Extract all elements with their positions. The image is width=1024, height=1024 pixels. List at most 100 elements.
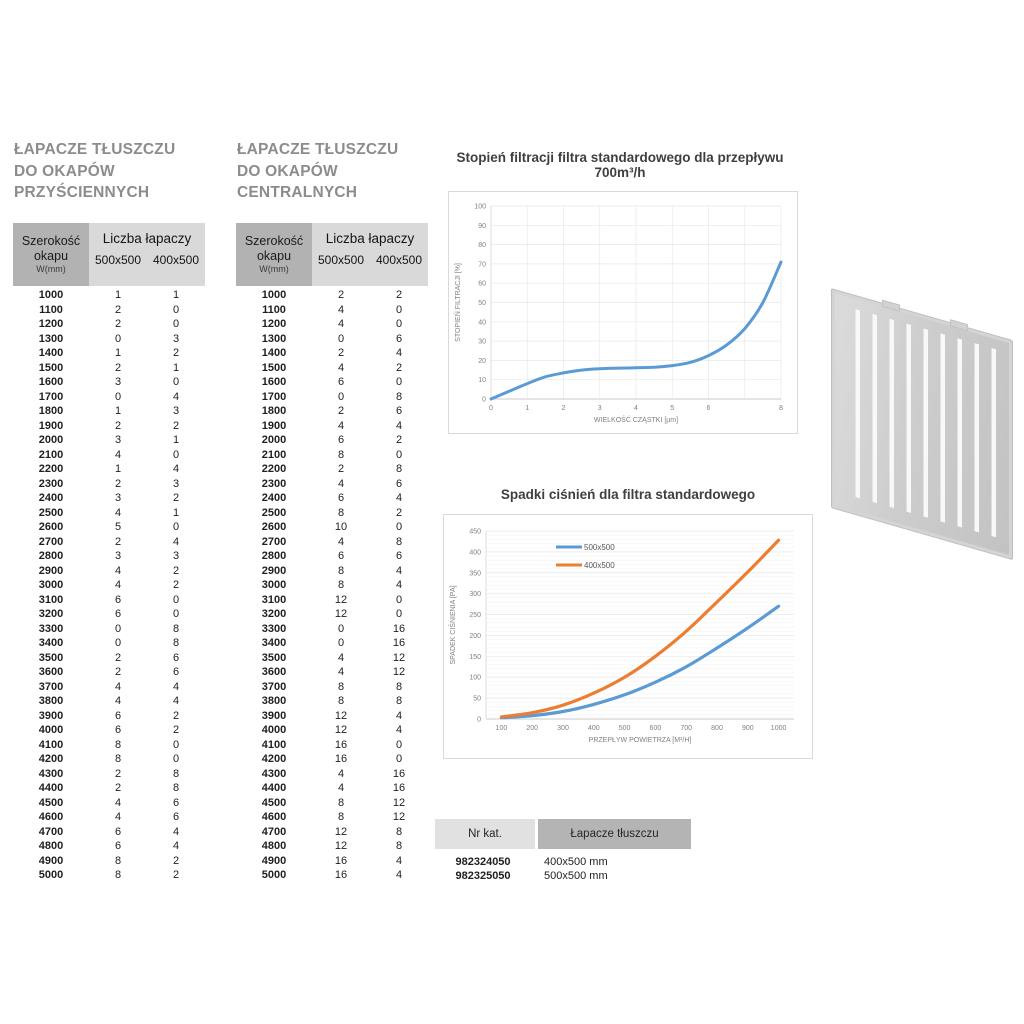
table-row: 1700 0 4: [13, 390, 205, 405]
filter-count-cell: 12: [334, 825, 348, 838]
pressure-drop-chart-title: Spadki ciśnień dla filtra standardowego: [500, 487, 756, 502]
filter-count-cell: 16: [334, 854, 348, 867]
filter-count-cell: 12: [392, 666, 406, 678]
filter-count-cell: 4: [337, 535, 345, 548]
table-row: 3200 12 0: [236, 607, 428, 622]
hood-width-cell: 3800: [261, 695, 287, 707]
svg-text:20: 20: [478, 358, 486, 365]
hood-width-cell: 3900: [261, 709, 287, 722]
catalog-number: 982325050: [455, 870, 511, 882]
hood-width-cell: 4100: [38, 738, 64, 751]
baffle-filter-panel: [831, 288, 1013, 561]
table-row: 5000 8 2: [13, 868, 205, 883]
filter-count-cell: 0: [395, 753, 403, 765]
table-row: 3300 0 16: [236, 622, 428, 637]
svg-text:60: 60: [478, 281, 486, 288]
filter-count-cell: 0: [172, 608, 180, 620]
table-row: 4300 4 16: [236, 767, 428, 782]
svg-text:800: 800: [711, 725, 723, 732]
hood-width-cell: 3000: [261, 579, 287, 591]
table-row: 982324050 400x500 mm: [435, 855, 691, 869]
filter-count-cell: 0: [395, 376, 403, 388]
svg-text:3: 3: [598, 405, 602, 412]
filter-count-cell: 2: [172, 854, 180, 867]
table-row: 2300 2 3: [13, 477, 205, 492]
filter-count-cell: 12: [334, 593, 348, 606]
hood-width-cell: 2900: [261, 564, 287, 577]
filter-count-cell: 16: [392, 637, 406, 649]
hood-width-cell: 4700: [261, 825, 287, 838]
hood-width-cell: 1000: [261, 289, 287, 301]
svg-text:500x500: 500x500: [584, 543, 615, 552]
table-row: 3100 6 0: [13, 593, 205, 608]
filter-count-cell: 3: [172, 477, 180, 490]
filter-count-cell: 6: [337, 376, 345, 388]
filter-count-cell: 8: [337, 796, 345, 809]
hood-width-cell: 1100: [39, 303, 63, 316]
hood-width-cell: 3300: [38, 622, 64, 635]
filter-count-cell: 5: [114, 521, 122, 533]
hood-width-cell: 3100: [261, 593, 287, 606]
filter-count-cell: 2: [395, 289, 403, 301]
section-title-central-hoods: ŁAPACZE TŁUSZCZU DO OKAPÓW CENTRALNYCH: [237, 139, 447, 204]
table-row: 3500 2 6: [13, 651, 205, 666]
filter-count-cell: 4: [172, 840, 180, 852]
filter-count-cell: 12: [392, 651, 406, 664]
col-header-500x500: 500x500: [317, 253, 365, 267]
filter-count-cell: 4: [395, 709, 403, 722]
table-row: 2600 5 0: [13, 520, 205, 535]
table-row: 1800 1 3: [13, 404, 205, 419]
filter-count-cell: 1: [114, 347, 122, 359]
table-row: 4200 8 0: [13, 752, 205, 767]
hood-width-cell: 5000: [38, 869, 64, 881]
filter-count-cell: 2: [114, 477, 122, 490]
hood-width-cell: 4400: [38, 782, 64, 794]
svg-text:30: 30: [478, 339, 486, 346]
filter-count-cell: 4: [395, 564, 403, 577]
filter-count-cell: 8: [395, 463, 403, 475]
hood-width-cell: 4200: [261, 753, 287, 765]
svg-text:350: 350: [469, 570, 481, 577]
filter-count-cell: 8: [114, 869, 122, 881]
hood-width-cell: 2800: [38, 550, 64, 562]
filter-count-cell: 0: [395, 738, 403, 751]
table-row: 3000 8 4: [236, 578, 428, 593]
hood-width-cell: 4700: [38, 825, 64, 838]
svg-text:5: 5: [670, 405, 674, 412]
filter-count-cell: 2: [114, 535, 122, 548]
hood-width-cell: 4600: [261, 811, 287, 823]
filter-count-cell: 8: [395, 680, 403, 693]
svg-text:400: 400: [588, 725, 600, 732]
hood-width-cell: 2000: [261, 434, 287, 446]
table-row: 4300 2 8: [13, 767, 205, 782]
filter-count-cell: 3: [172, 332, 180, 345]
hood-width-cell: 3400: [261, 637, 287, 649]
filtration-chart-frame: 0 10 20 30 40 50 60 70 80 90 100 0 1 2 3 4 5 6 8 WIELKOŚĆ C…: [448, 191, 798, 434]
svg-text:70: 70: [478, 261, 486, 268]
hood-width-cell: 1200: [38, 318, 64, 330]
hood-width-cell: 2100: [261, 448, 287, 461]
hood-width-cell: 3900: [38, 709, 64, 722]
filter-count-cell: 6: [337, 550, 345, 562]
filter-count-cell: 2: [172, 419, 180, 432]
table-body: 1000 1 1 1100 2 0 1200 2 0 1300 0 3 1400 1 2 1500 2 1 1600…: [13, 288, 205, 883]
hood-width-cell: 3300: [261, 622, 287, 635]
filter-count-cell: 6: [172, 651, 180, 664]
hood-width-cell: 1800: [261, 405, 287, 417]
table-row: 1900 2 2: [13, 419, 205, 434]
section-title-line: PRZYŚCIENNYCH: [14, 184, 150, 201]
filter-count-cell: 8: [114, 854, 122, 867]
filter-count-cell: 0: [172, 738, 180, 751]
table-row: 4900 8 2: [13, 854, 205, 869]
filter-count-cell: 2: [172, 347, 180, 359]
filter-count-cell: 4: [114, 564, 122, 577]
filter-count-cell: 8: [395, 825, 403, 838]
table-row: 3800 8 8: [236, 694, 428, 709]
hood-width-cell: 3100: [38, 593, 64, 606]
hood-width-cell: 4600: [38, 811, 64, 823]
filtration-chart-title: Stopień filtracji filtra standardowego d…: [456, 150, 784, 180]
table-row: 2200 2 8: [236, 462, 428, 477]
table-row: 1700 0 8: [236, 390, 428, 405]
table-row: 4000 12 4: [236, 723, 428, 738]
hood-width-cell: 1700: [261, 390, 287, 403]
